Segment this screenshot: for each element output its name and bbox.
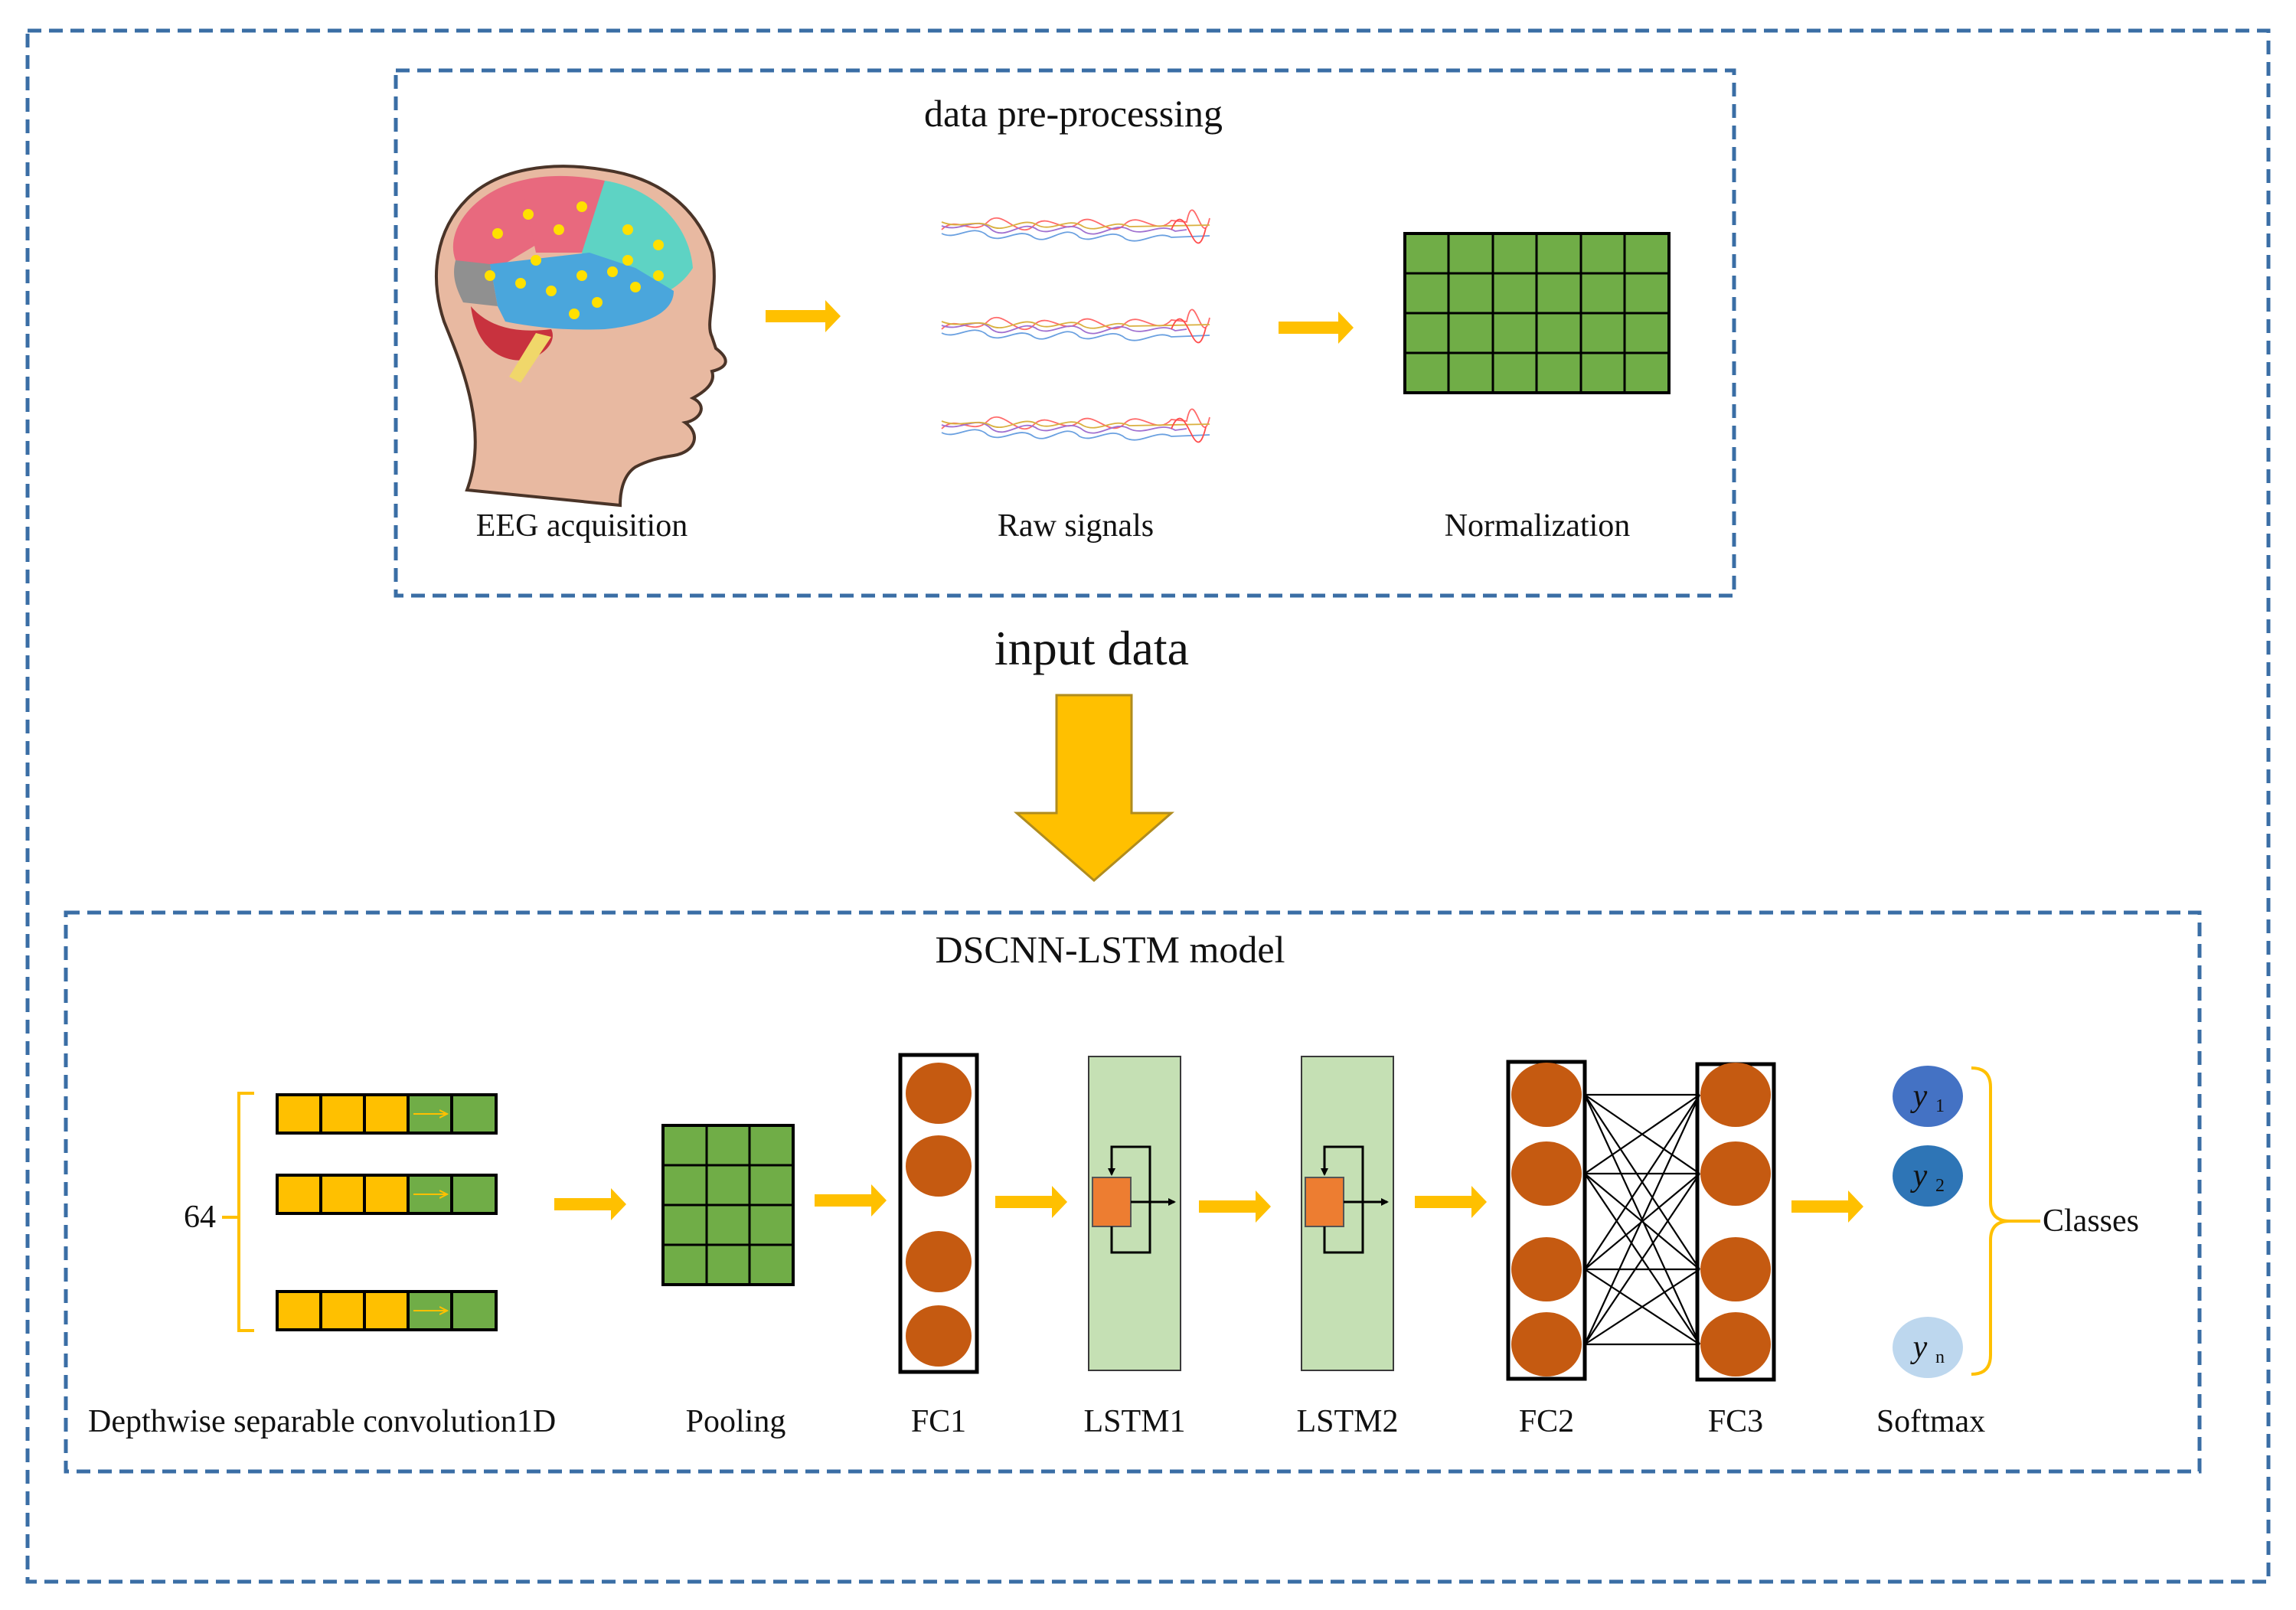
conv-row	[276, 1093, 498, 1135]
step-label-raw-signals: Raw signals	[998, 508, 1154, 544]
neuron	[1511, 1141, 1582, 1206]
outer-frame	[25, 28, 2271, 1584]
fc1-layer	[898, 1053, 979, 1374]
channels-label: 64	[184, 1200, 216, 1235]
input-data-label: input data	[994, 621, 1189, 675]
fc3-layer	[1695, 1062, 1776, 1382]
grid-matrix-icon	[1403, 232, 1671, 394]
layer-label-fc2: FC2	[1519, 1404, 1574, 1439]
neuron	[1700, 1141, 1771, 1206]
layer-label-lstm2: LSTM2	[1296, 1404, 1398, 1439]
big-down-arrow-icon	[1013, 694, 1175, 882]
model-frame	[64, 910, 2202, 1474]
conv-row	[276, 1174, 498, 1215]
neuron	[1511, 1063, 1582, 1127]
layer-label-pooling: Pooling	[686, 1404, 786, 1439]
classes-brace	[1971, 1066, 2040, 1376]
preprocessing-title: data pre-processing	[924, 92, 1223, 135]
neuron	[906, 1305, 972, 1367]
arrow-right-icon	[1279, 312, 1354, 344]
output-node	[1893, 1145, 1963, 1207]
arrow-right-icon	[1415, 1186, 1487, 1218]
neuron	[1511, 1237, 1582, 1301]
softmax-outputs: y 1 y 2 y n	[1893, 1066, 1963, 1378]
arrow-right-icon	[554, 1188, 626, 1220]
neuron	[1700, 1063, 1771, 1127]
svg-text:y: y	[1910, 1079, 1928, 1114]
neuron	[1700, 1312, 1771, 1377]
arrow-right-icon	[766, 300, 841, 332]
arrow-right-icon	[1791, 1190, 1863, 1223]
layer-label-fc3: FC3	[1708, 1404, 1763, 1439]
neuron	[906, 1135, 972, 1197]
layer-label-softmax: Softmax	[1876, 1404, 1985, 1439]
arrow-right-icon	[815, 1184, 887, 1216]
step-label-eeg-acquisition: EEG acquisition	[476, 508, 687, 544]
lstm1-layer	[1088, 1056, 1181, 1371]
svg-text:n: n	[1935, 1347, 1945, 1367]
depthwise-conv-block	[222, 1092, 498, 1332]
classes-label: Classes	[2043, 1203, 2139, 1239]
conv-row	[276, 1290, 498, 1331]
layer-label-fc1: FC1	[911, 1404, 966, 1439]
svg-text:y: y	[1910, 1330, 1928, 1365]
pooling-grid	[661, 1124, 795, 1286]
brain-head-icon	[435, 165, 727, 508]
neuron	[906, 1231, 972, 1292]
preprocessing-frame	[394, 68, 1736, 598]
svg-text:1: 1	[1935, 1096, 1945, 1116]
neuron	[1700, 1237, 1771, 1301]
arrow-right-icon	[1199, 1190, 1271, 1223]
fc2-layer	[1506, 1060, 1587, 1381]
lstm2-layer	[1301, 1056, 1394, 1371]
output-node	[1893, 1317, 1963, 1378]
neuron	[1511, 1312, 1582, 1377]
dense-connections	[1584, 1093, 1700, 1346]
output-node	[1893, 1066, 1963, 1127]
eeg-signal-icon	[941, 209, 1210, 443]
layer-label-lstm1: LSTM1	[1083, 1404, 1185, 1439]
neuron	[906, 1063, 972, 1124]
model-title: DSCNN-LSTM model	[936, 928, 1285, 971]
step-label-normalization: Normalization	[1445, 508, 1631, 544]
arrow-right-icon	[995, 1186, 1067, 1218]
svg-text:2: 2	[1935, 1176, 1945, 1196]
layer-label-depthwise: Depthwise separable convolution1D	[88, 1404, 556, 1439]
svg-text:y: y	[1910, 1158, 1928, 1194]
